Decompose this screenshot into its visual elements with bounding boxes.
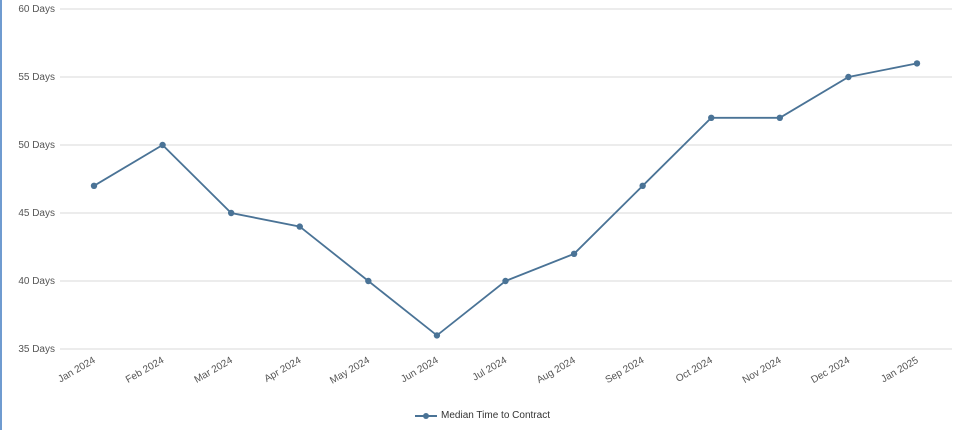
y-tick-label: 35 Days: [18, 344, 55, 355]
x-tick-label: Jan 2025: [879, 355, 921, 385]
y-axis-ticks: 35 Days 40 Days 45 Days 50 Days 55 Days 60 Da…: [18, 4, 55, 355]
data-point[interactable]: [845, 73, 852, 81]
x-tick-label: Sep 2024: [604, 355, 647, 386]
data-point[interactable]: [365, 277, 372, 285]
y-tick-label: 55 Days: [18, 72, 55, 83]
data-point[interactable]: [159, 141, 166, 149]
x-axis-ticks: Jan 2024 Feb 2024 Mar 2024 Apr 2024 May 2024…: [56, 355, 921, 387]
x-tick-label: Oct 2024: [674, 355, 715, 385]
legend-label: Median Time to Contract: [441, 410, 550, 421]
data-point[interactable]: [296, 223, 303, 230]
x-tick-label: Dec 2024: [809, 355, 852, 386]
data-point[interactable]: [433, 332, 441, 339]
x-tick-label: Nov 2024: [741, 355, 784, 386]
data-point[interactable]: [913, 60, 921, 67]
y-tick-label: 50 Days: [18, 140, 55, 151]
x-tick-label: May 2024: [328, 355, 372, 387]
data-point[interactable]: [708, 114, 715, 122]
data-point[interactable]: [776, 114, 784, 122]
gridlines: [60, 8, 952, 350]
legend[interactable]: Median Time to Contract: [0, 410, 965, 421]
left-border: [0, 0, 2, 430]
x-tick-label: Jul 2024: [471, 355, 510, 384]
series: [90, 60, 921, 339]
y-tick-label: 60 Days: [18, 4, 55, 15]
data-point[interactable]: [639, 182, 646, 189]
data-point[interactable]: [570, 250, 578, 257]
x-tick-label: Aug 2024: [535, 355, 578, 386]
data-point[interactable]: [502, 277, 509, 285]
y-tick-label: 45 Days: [18, 208, 55, 219]
data-point[interactable]: [227, 209, 235, 217]
legend-dot: [423, 412, 430, 419]
legend-marker: [415, 411, 438, 421]
y-tick-label: 40 Days: [18, 276, 55, 287]
x-tick-label: Apr 2024: [263, 355, 304, 385]
x-tick-label: Jun 2024: [399, 355, 441, 385]
series-line: [93, 62, 918, 337]
data-point[interactable]: [90, 182, 98, 189]
x-tick-label: Mar 2024: [193, 355, 235, 386]
x-tick-label: Jan 2024: [56, 355, 98, 385]
x-tick-label: Feb 2024: [124, 355, 166, 386]
line-chart: 35 Days 40 Days 45 Days 50 Days 55 Days 60 Da…: [18, 4, 952, 387]
